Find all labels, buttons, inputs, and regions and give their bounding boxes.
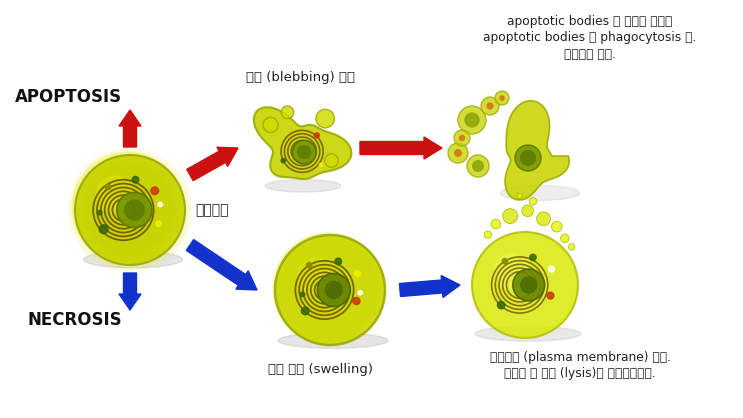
Circle shape (472, 160, 484, 172)
Circle shape (458, 135, 465, 141)
Ellipse shape (265, 179, 341, 192)
Ellipse shape (475, 326, 581, 341)
Circle shape (88, 168, 171, 251)
FancyArrow shape (119, 273, 141, 310)
FancyArrow shape (186, 147, 238, 181)
Circle shape (72, 152, 182, 262)
Circle shape (80, 160, 177, 257)
Circle shape (520, 150, 536, 166)
Circle shape (481, 97, 499, 115)
Circle shape (484, 231, 492, 238)
Circle shape (316, 110, 334, 128)
Circle shape (358, 291, 363, 295)
Circle shape (275, 235, 385, 345)
Circle shape (158, 202, 163, 206)
Text: 세포 팽창 (swelling): 세포 팽창 (swelling) (267, 362, 372, 375)
Circle shape (124, 199, 145, 221)
Polygon shape (254, 107, 351, 179)
Circle shape (276, 236, 380, 341)
Circle shape (279, 239, 378, 338)
Circle shape (487, 102, 493, 110)
Circle shape (454, 130, 470, 146)
Text: 수포 (blebbing) 형성: 수포 (blebbing) 형성 (245, 71, 354, 84)
Circle shape (517, 193, 522, 199)
Circle shape (95, 175, 134, 214)
Circle shape (106, 184, 111, 190)
Circle shape (513, 269, 545, 301)
FancyArrow shape (119, 110, 141, 147)
Text: 염증반응 없음.: 염증반응 없음. (564, 48, 616, 61)
Circle shape (529, 198, 536, 205)
Circle shape (297, 145, 311, 159)
Circle shape (314, 133, 319, 138)
Text: APOPTOSIS: APOPTOSIS (15, 88, 122, 106)
Circle shape (522, 205, 533, 217)
Circle shape (317, 273, 351, 306)
Ellipse shape (500, 186, 580, 201)
Circle shape (530, 254, 536, 260)
Circle shape (493, 253, 531, 290)
Circle shape (467, 155, 489, 177)
Circle shape (151, 187, 158, 195)
Circle shape (325, 281, 343, 299)
Circle shape (273, 233, 383, 343)
Circle shape (464, 112, 480, 128)
Text: 세포와 핵 용해 (lysis)가 염증반응유발.: 세포와 핵 용해 (lysis)가 염증반응유발. (504, 367, 656, 380)
Circle shape (75, 155, 185, 265)
Circle shape (560, 234, 569, 242)
FancyArrow shape (186, 240, 257, 290)
Text: NECROSIS: NECROSIS (27, 311, 122, 329)
Circle shape (293, 140, 316, 164)
Circle shape (297, 257, 336, 296)
Circle shape (502, 258, 507, 264)
Text: 정상세포: 정상세포 (195, 203, 229, 217)
Circle shape (306, 263, 312, 268)
FancyArrow shape (400, 275, 460, 298)
Circle shape (281, 158, 285, 163)
Circle shape (520, 276, 537, 294)
Circle shape (568, 244, 575, 250)
Circle shape (548, 266, 554, 272)
Circle shape (354, 270, 360, 277)
Polygon shape (505, 101, 569, 200)
Ellipse shape (83, 251, 183, 268)
Circle shape (100, 225, 108, 234)
Circle shape (282, 242, 376, 336)
Circle shape (503, 209, 518, 224)
Circle shape (300, 292, 305, 297)
Text: apoptotic bodies 가 phagocytosis 됨.: apoptotic bodies 가 phagocytosis 됨. (483, 31, 697, 44)
Circle shape (499, 95, 504, 101)
Circle shape (353, 298, 360, 305)
Circle shape (448, 143, 468, 163)
Circle shape (551, 222, 562, 232)
Circle shape (117, 192, 152, 227)
Circle shape (302, 307, 309, 315)
Circle shape (97, 211, 102, 215)
Circle shape (454, 149, 462, 157)
Circle shape (335, 258, 342, 265)
Circle shape (458, 106, 486, 134)
Circle shape (498, 301, 504, 309)
Circle shape (491, 219, 501, 229)
Text: 원형질막 (plasma membrane) 파열.: 원형질막 (plasma membrane) 파열. (490, 352, 670, 364)
Circle shape (495, 91, 509, 105)
Circle shape (156, 221, 161, 227)
Ellipse shape (278, 333, 388, 348)
Circle shape (319, 163, 322, 166)
Text: apoptotic bodies 로 부서진 세포의: apoptotic bodies 로 부서진 세포의 (507, 15, 672, 28)
Circle shape (472, 232, 578, 338)
Circle shape (536, 212, 551, 226)
Circle shape (281, 106, 293, 119)
Circle shape (84, 164, 174, 254)
Circle shape (263, 117, 278, 133)
Circle shape (325, 154, 338, 167)
Circle shape (515, 145, 541, 171)
FancyArrow shape (360, 137, 442, 159)
Circle shape (76, 156, 180, 260)
Circle shape (547, 292, 554, 299)
Circle shape (132, 176, 139, 183)
